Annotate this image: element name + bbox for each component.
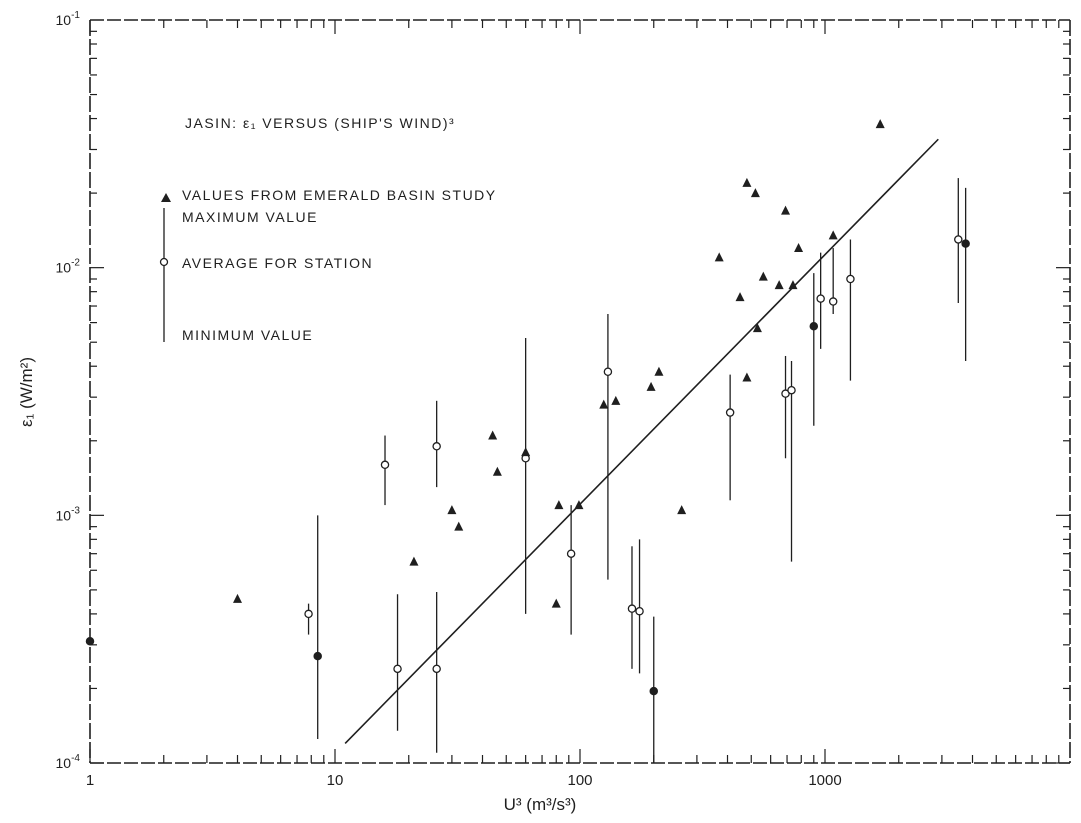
average-marker [635, 606, 644, 616]
average-marker [627, 604, 637, 613]
triangle-point [788, 280, 798, 290]
triangle-point [742, 372, 752, 382]
triangle-point [677, 505, 687, 515]
triangle-point [551, 598, 561, 608]
axis-tick-labels: 1 10 100 1000 10-4 10-3 10-2 10-1 [56, 10, 842, 789]
triangle-point [735, 292, 745, 302]
legend-triangle-marker [161, 193, 171, 202]
triangle-point [599, 399, 609, 409]
x-tick-label: 1 [86, 772, 94, 789]
triangle-series [233, 119, 885, 608]
average-marker [85, 637, 95, 646]
average-marker [961, 239, 970, 248]
triangle-point [828, 230, 838, 240]
triangle-point [750, 188, 760, 198]
chart-title: JASIN: ε₁ VERSUS (SHIP'S WIND)³ [185, 115, 455, 131]
legend-label-minimum: MINIMUM VALUE [182, 327, 313, 343]
y-tick-label: 10-3 [56, 505, 81, 523]
triangle-point [447, 505, 457, 515]
fit-line [344, 138, 939, 744]
triangle-point [752, 323, 762, 333]
triangle-point [781, 205, 791, 215]
triangle-point [454, 521, 464, 531]
x-tick-label: 1000 [808, 772, 841, 789]
triangle-point [521, 447, 531, 457]
legend: VALUES FROM EMERALD BASIN STUDY MAXIMUM … [159, 187, 497, 343]
range-series [85, 178, 970, 763]
y-tick-label: 10-1 [56, 10, 81, 28]
average-marker [603, 367, 613, 376]
legend-label-average: AVERAGE FOR STATION [182, 255, 373, 271]
x-tick-label: 10 [327, 772, 344, 789]
triangle-point [742, 177, 752, 187]
average-marker [809, 322, 819, 331]
average-marker [432, 442, 441, 451]
average-marker [432, 664, 441, 674]
triangle-point [409, 556, 419, 566]
triangle-point [646, 381, 656, 391]
y-tick-label: 10-2 [56, 258, 81, 276]
x-axis-label: U³ (m³/s³) [504, 795, 577, 814]
triangle-point [492, 466, 502, 476]
legend-label-triangle: VALUES FROM EMERALD BASIN STUDY [182, 187, 497, 203]
average-marker [393, 664, 402, 674]
triangle-point [774, 280, 784, 290]
fit-line-series [344, 138, 939, 744]
y-axis-label: ε₁ (W/m²) [17, 357, 36, 427]
average-marker [725, 408, 735, 417]
average-marker [954, 235, 963, 244]
average-marker [380, 460, 390, 470]
triangle-point [611, 395, 621, 405]
triangle-point [714, 252, 724, 262]
average-marker [313, 651, 322, 661]
average-marker [566, 549, 576, 558]
triangle-point [875, 119, 885, 129]
average-marker [304, 609, 313, 619]
triangle-point [233, 593, 243, 603]
average-marker [816, 294, 825, 303]
average-marker [649, 686, 659, 696]
axis-ticks [89, 20, 1070, 764]
legend-average-marker [159, 257, 169, 267]
legend-label-maximum: MAXIMUM VALUE [182, 209, 318, 225]
x-tick-label: 100 [567, 772, 592, 789]
triangle-point [794, 243, 804, 253]
average-marker [828, 297, 838, 306]
y-tick-label: 10-4 [56, 753, 81, 771]
triangle-point [488, 430, 498, 440]
average-marker [846, 274, 855, 284]
average-marker [787, 385, 796, 395]
triangle-point [654, 366, 664, 376]
triangle-point [554, 500, 564, 510]
triangle-point [758, 271, 768, 281]
